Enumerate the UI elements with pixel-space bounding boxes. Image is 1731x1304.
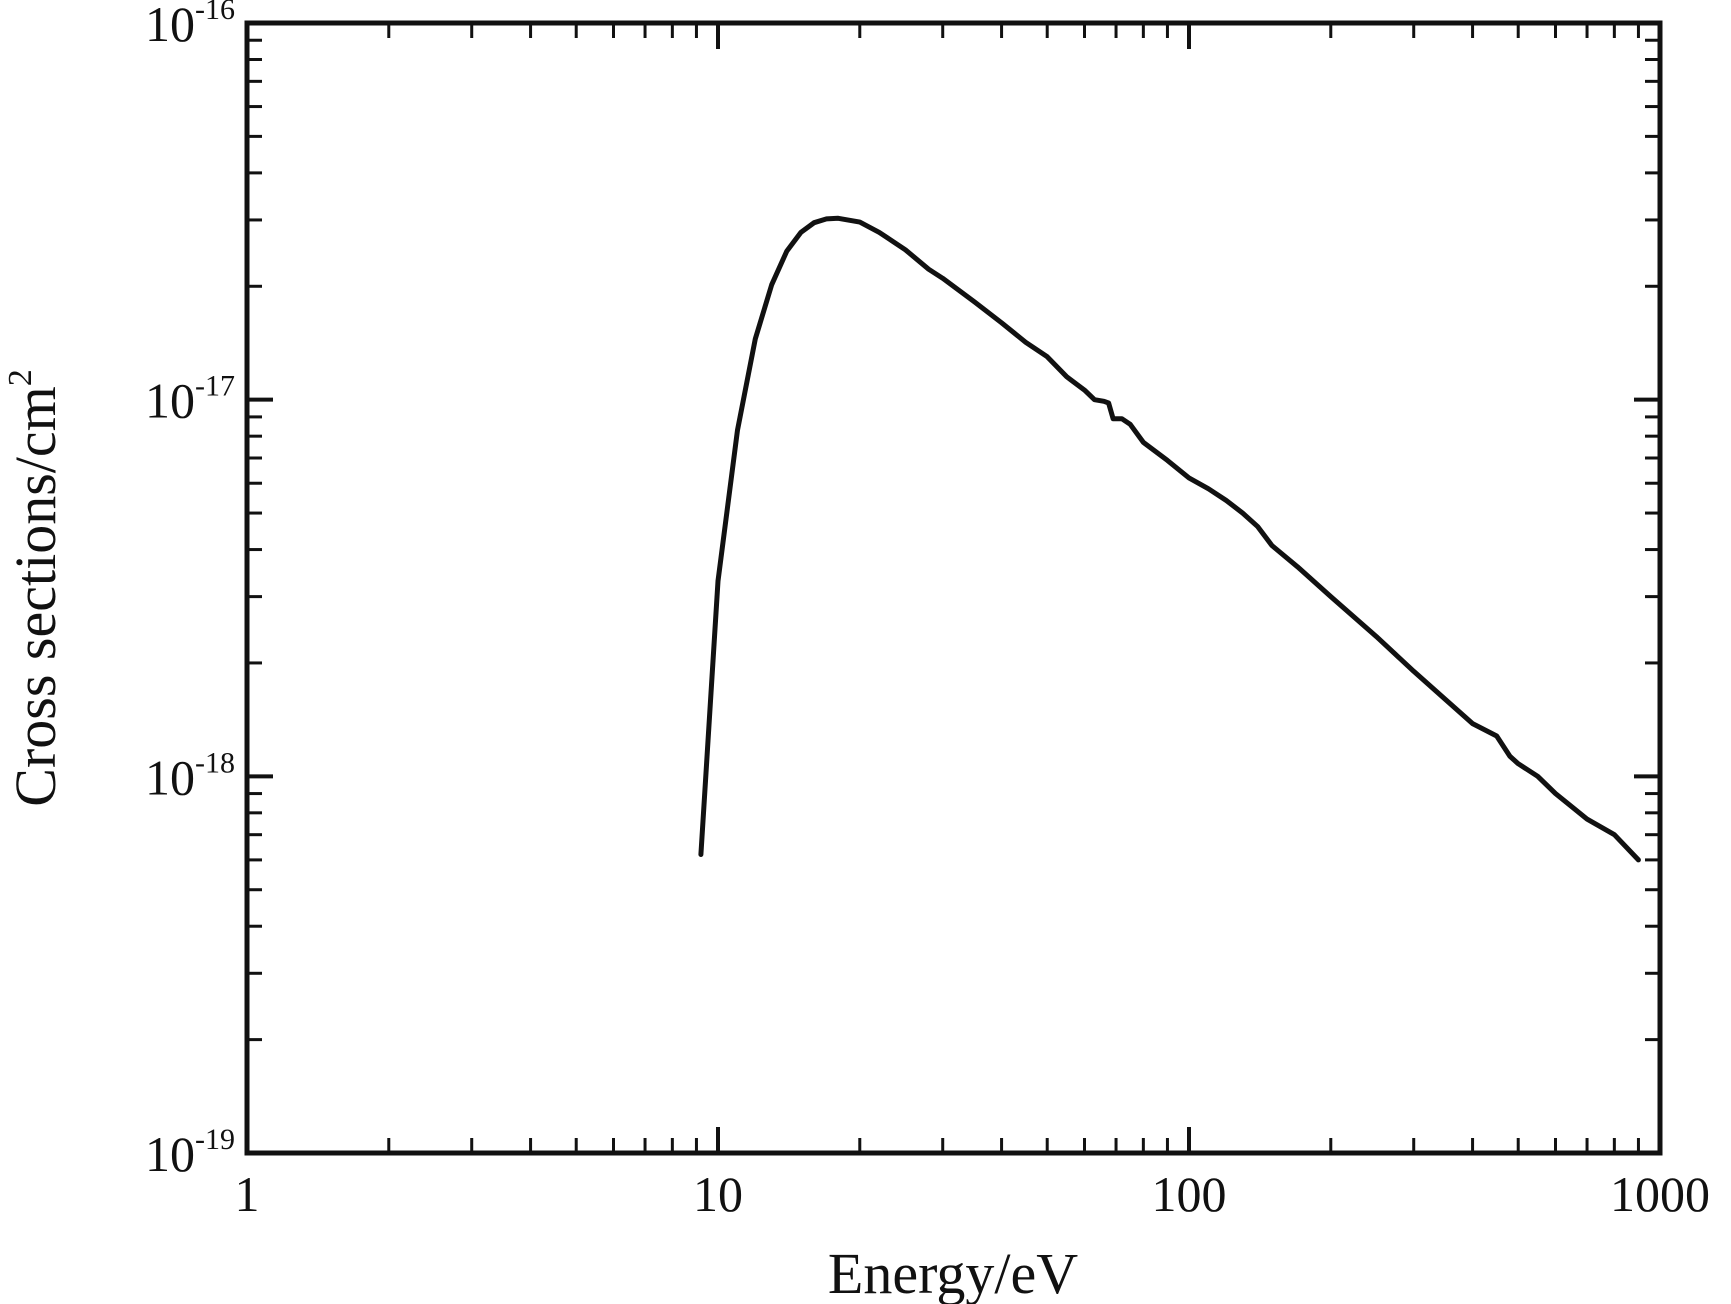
major-ticks (245, 21, 1662, 1155)
y-axis-title-superscript: 2 (2, 369, 39, 386)
y-tick-label-exponent: -19 (195, 1123, 235, 1156)
minor-ticks (247, 23, 1660, 1153)
plot-frame (244, 20, 1663, 1156)
y-tick-label: 10-18 (145, 746, 235, 805)
x-tick-labels: 1 10 100 1000 (235, 1166, 1711, 1222)
x-tick-label: 1 (235, 1166, 260, 1222)
x-tick-label: 100 (1152, 1166, 1227, 1222)
y-tick-label-base: 10 (145, 0, 195, 52)
x-axis-title: Energy/eV (828, 1241, 1078, 1304)
y-tick-label-exponent: -16 (195, 0, 235, 26)
y-tick-label-exponent: -18 (195, 746, 235, 779)
x-tick-label: 1000 (1610, 1166, 1710, 1222)
y-tick-label: 10-16 (145, 0, 235, 52)
y-tick-label-base: 10 (145, 749, 195, 805)
y-tick-label: 10-19 (145, 1123, 235, 1182)
y-tick-label-base: 10 (145, 373, 195, 429)
y-axis-title-text: Cross sections/cm (3, 386, 68, 806)
cross-section-line (698, 215, 1641, 863)
y-tick-label: 10-17 (145, 370, 235, 429)
x-tick-label: 10 (693, 1166, 743, 1222)
y-axis-title: Cross sections/cm2 (2, 369, 68, 806)
y-tick-label-exponent: -17 (195, 370, 235, 403)
y-tick-label-base: 10 (145, 1126, 195, 1182)
